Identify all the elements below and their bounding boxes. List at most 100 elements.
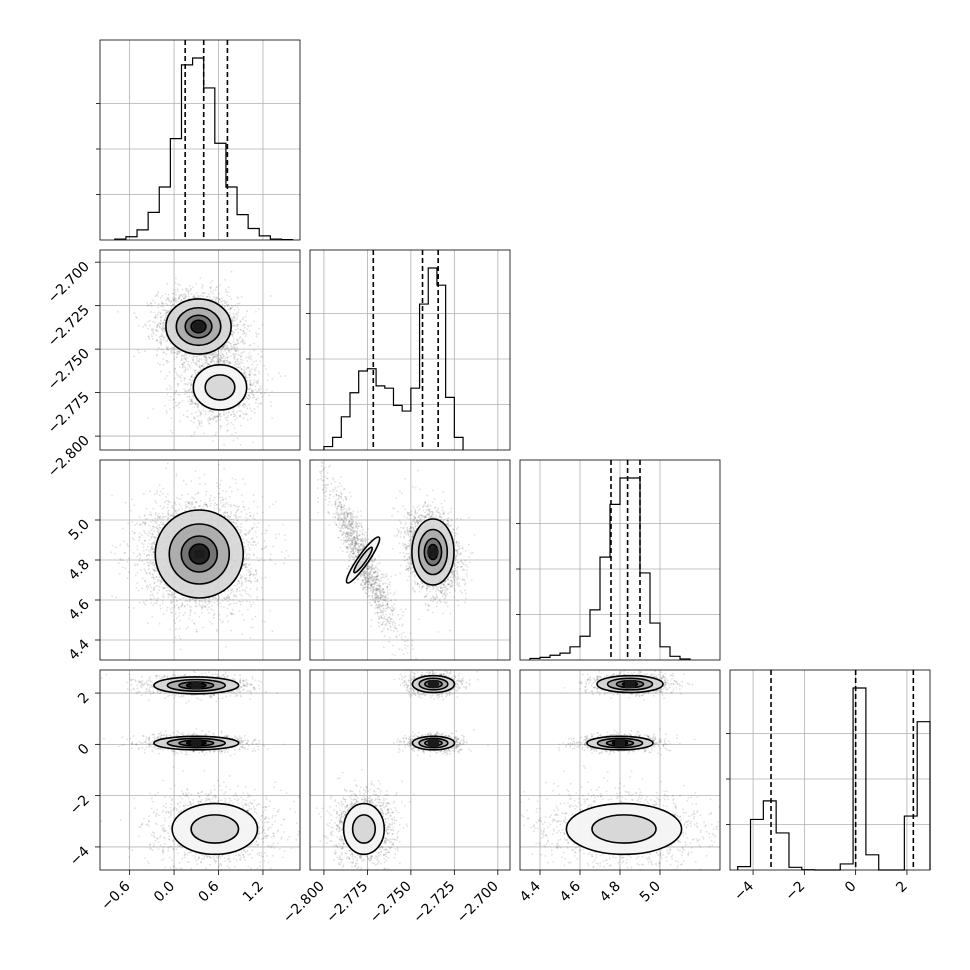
scatter-point (218, 358, 221, 361)
scatter-point (167, 297, 170, 299)
scatter-point (163, 336, 165, 339)
scatter-point (184, 377, 187, 380)
scatter-point (205, 362, 208, 364)
scatter-point (190, 399, 193, 401)
scatter-point (169, 347, 172, 350)
scatter-point (177, 374, 180, 377)
scatter-point (237, 366, 240, 369)
scatter-point (247, 531, 249, 534)
scatter-point (243, 331, 246, 334)
scatter-point (228, 361, 230, 363)
scatter-point (209, 505, 212, 507)
scatter-point (178, 401, 181, 404)
scatter-point (231, 323, 234, 325)
scatter-point (256, 390, 259, 393)
scatter-point (202, 626, 205, 629)
scatter-point (245, 412, 248, 415)
scatter-point (223, 354, 225, 357)
scatter-point (205, 357, 207, 359)
scatter-point (204, 355, 207, 358)
scatter-point (151, 335, 153, 338)
scatter-point (217, 485, 220, 488)
scatter-point (246, 360, 249, 362)
scatter-point (224, 301, 227, 304)
scatter-point (224, 348, 227, 350)
scatter-point (198, 420, 201, 423)
scatter-point (223, 361, 226, 364)
density-contour-1-1 (204, 374, 236, 401)
scatter-point (260, 557, 263, 560)
scatter-point (149, 319, 152, 322)
scatter-point (160, 343, 162, 346)
scatter-point (253, 379, 255, 381)
scatter-point (218, 298, 220, 301)
scatter-point (220, 351, 222, 354)
scatter-point (168, 371, 171, 374)
scatter-point (150, 535, 153, 538)
scatter-point (146, 302, 149, 304)
scatter-point (188, 365, 191, 367)
histogram-step-line (529, 477, 691, 660)
scatter-point (222, 413, 225, 416)
scatter-point (254, 569, 257, 572)
scatter-point (231, 433, 233, 436)
scatter-point (154, 321, 156, 324)
scatter-point (133, 312, 136, 315)
scatter-point (235, 511, 237, 514)
scatter-point (247, 568, 250, 571)
scatter-point (188, 378, 191, 381)
scatter-point (157, 306, 160, 309)
scatter-point (201, 606, 204, 609)
scatter-point (189, 387, 192, 390)
scatter-point (188, 502, 190, 505)
scatter-point (219, 412, 222, 415)
scatter-point (270, 404, 273, 407)
scatter-point (235, 353, 238, 355)
scatter-point (224, 357, 227, 360)
scatter-point (257, 405, 259, 408)
scatter-point (193, 355, 196, 358)
scatter-point (167, 309, 170, 312)
scatter-point (133, 355, 136, 358)
scatter-point (249, 514, 252, 517)
scatter-point (150, 305, 153, 307)
scatter-point (147, 328, 150, 330)
scatter-point (208, 357, 211, 360)
scatter-point (156, 326, 158, 329)
scatter-point (208, 356, 210, 359)
scatter-point (236, 363, 238, 366)
scatter-point (169, 608, 172, 611)
scatter-point (155, 354, 158, 357)
scatter-point (168, 310, 171, 312)
scatter-point (259, 360, 261, 363)
scatter-point (250, 390, 253, 393)
scatter-point (243, 365, 246, 368)
scatter-point (226, 305, 229, 307)
scatter-point (112, 544, 114, 547)
scatter-point (245, 413, 248, 416)
scatter-point (213, 417, 216, 419)
scatter-point (261, 356, 264, 358)
scatter-point (187, 290, 190, 293)
scatter-point (191, 401, 194, 403)
scatter-point (253, 408, 256, 411)
scatter-point (176, 290, 179, 292)
scatter-point (232, 338, 235, 340)
scatter-point (200, 413, 203, 415)
scatter-point (243, 557, 246, 560)
scatter-point (247, 367, 250, 370)
scatter-point (253, 368, 256, 371)
scatter-point (142, 521, 145, 523)
scatter-point (243, 589, 246, 591)
scatter-point (206, 608, 209, 611)
scatter-point (241, 318, 244, 321)
scatter-point (248, 373, 251, 376)
scatter-point (187, 295, 190, 298)
scatter-point (249, 573, 252, 576)
scatter-point (243, 371, 246, 374)
scatter-point (229, 351, 232, 353)
scatter-point (223, 362, 226, 365)
scatter-point (150, 333, 153, 336)
scatter-point (183, 377, 186, 380)
scatter-point (197, 402, 199, 405)
